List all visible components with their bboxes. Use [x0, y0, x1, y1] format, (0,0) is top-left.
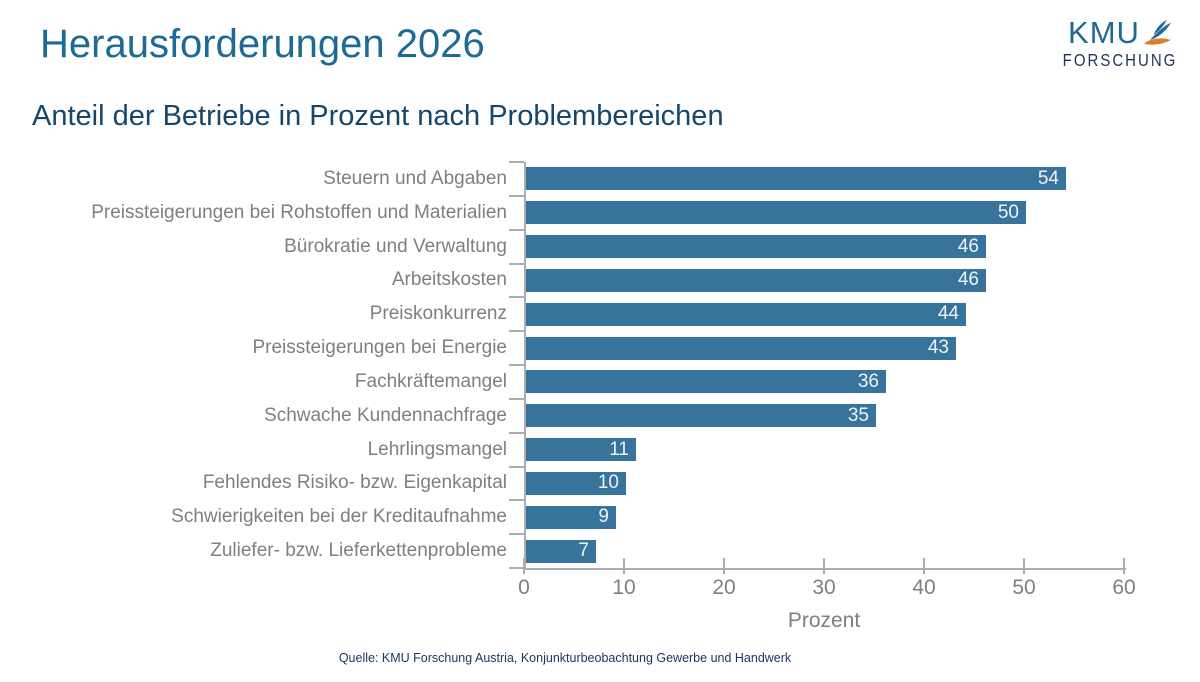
y-axis-tick	[509, 397, 524, 400]
x-axis-tick-label: 20	[712, 576, 736, 599]
bar: 36	[526, 370, 886, 394]
source-note: Quelle: KMU Forschung Austria, Konjunktu…	[338, 651, 792, 665]
y-axis-tick	[509, 262, 524, 265]
x-axis-tick-label: 30	[812, 576, 836, 599]
category-label: Arbeitskosten	[391, 269, 507, 291]
category-label: Fehlendes Risiko- bzw. Eigenkapital	[202, 472, 507, 494]
bar-row: 43	[526, 331, 1126, 365]
y-axis-tick	[509, 533, 524, 536]
bar: 43	[526, 336, 956, 360]
category-labels: Steuern und Abgaben Preissteigerungen bei…	[0, 162, 507, 568]
category-label: Steuern und Abgaben	[323, 168, 507, 189]
category-label: Fachkräftemangel	[354, 370, 507, 392]
y-axis-tick	[509, 431, 524, 434]
bar-row: 9	[526, 500, 1126, 534]
bar-value-label: 46	[957, 235, 979, 257]
y-axis-tick	[509, 499, 524, 502]
category-label: Lehrlingsmangel	[367, 438, 507, 460]
x-axis-tick-label: 50	[1012, 576, 1036, 599]
bar-row: 44	[526, 297, 1126, 331]
x-axis-tick	[923, 558, 925, 574]
bar: 11	[526, 438, 636, 462]
bar-row: 7	[526, 534, 1126, 568]
x-axis-tick	[723, 558, 725, 574]
bar: 9	[526, 505, 616, 529]
bar: 46	[526, 235, 986, 259]
y-axis-tick	[509, 194, 524, 197]
bar-value-label: 36	[857, 370, 879, 392]
bar-row: 10	[526, 466, 1126, 500]
bar-chart: Steuern und Abgaben Preissteigerungen bei…	[0, 161, 1160, 662]
bar-value-label: 11	[609, 438, 629, 460]
logo-forschung-text: FORSCHUNG	[1062, 51, 1178, 71]
chart-subtitle: Anteil der Betriebe in Prozent nach Prob…	[32, 100, 724, 132]
bar-value-label: 9	[598, 506, 609, 528]
category-label: Schwache Kundennachfrage	[264, 404, 507, 426]
bar-value-label: 44	[937, 303, 959, 325]
bar: 7	[526, 539, 596, 563]
x-axis-tick	[623, 558, 625, 574]
bar: 50	[526, 201, 1026, 225]
bar-value-label: 50	[997, 201, 1019, 223]
bar-value-label: 7	[578, 540, 589, 562]
plot-area: 54 50 46 46 44 43 36 35 11 10 9 7	[524, 162, 1126, 570]
bar-value-label: 10	[597, 472, 619, 494]
category-label: Preissteigerungen bei Rohstoffen und Mat…	[91, 201, 507, 223]
y-axis-tick	[509, 567, 524, 569]
bar-row: 50	[526, 196, 1126, 230]
x-axis-label: Prozent	[787, 609, 861, 632]
bar: 10	[526, 471, 626, 495]
logo-bird-swoosh-icon	[1143, 19, 1171, 45]
x-axis-tick	[823, 558, 825, 574]
kmu-forschung-logo: KMU FORSCHUNG	[1060, 15, 1180, 71]
y-axis-tick	[509, 330, 524, 333]
y-axis-tick	[509, 364, 524, 366]
bar-row: 54	[526, 162, 1126, 196]
bar: 35	[526, 404, 876, 428]
y-axis-tick	[509, 228, 524, 231]
category-label: Schwierigkeiten bei der Kreditaufnahme	[171, 506, 507, 528]
category-label: Preiskonkurrenz	[369, 303, 507, 325]
y-axis-tick	[509, 161, 524, 163]
bar-value-label: 54	[1037, 167, 1059, 189]
bar: 44	[526, 302, 966, 326]
bar-value-label: 35	[847, 404, 869, 426]
bar-row: 46	[526, 230, 1126, 264]
x-axis-tick	[1023, 558, 1025, 574]
bar-value-label: 46	[957, 269, 979, 291]
bar-row: 11	[526, 433, 1126, 467]
x-axis-tick-label: 10	[612, 576, 636, 599]
x-axis-tick	[1123, 558, 1125, 574]
bar: 54	[526, 167, 1066, 191]
bar-row: 46	[526, 263, 1126, 297]
page-title: Herausforderungen 2026	[40, 22, 485, 66]
category-label: Zuliefer- bzw. Lieferkettenprobleme	[210, 540, 507, 562]
bar-row: 35	[526, 399, 1126, 433]
category-label: Bürokratie und Verwaltung	[284, 235, 507, 257]
y-axis-tick	[509, 465, 524, 468]
logo-kmu-text: KMU	[1068, 15, 1140, 50]
x-axis-tick-label: 40	[912, 576, 936, 599]
bar-value-label: 43	[927, 337, 949, 359]
bar-row: 36	[526, 365, 1126, 399]
logo-top-row: KMU	[1060, 15, 1180, 50]
category-label: Preissteigerungen bei Energie	[252, 337, 507, 359]
x-axis-tick-label: 0	[518, 576, 530, 599]
x-axis-tick-label: 60	[1112, 576, 1136, 599]
x-axis-tick	[523, 558, 525, 574]
bar: 46	[526, 268, 986, 292]
y-axis-tick	[509, 296, 524, 299]
